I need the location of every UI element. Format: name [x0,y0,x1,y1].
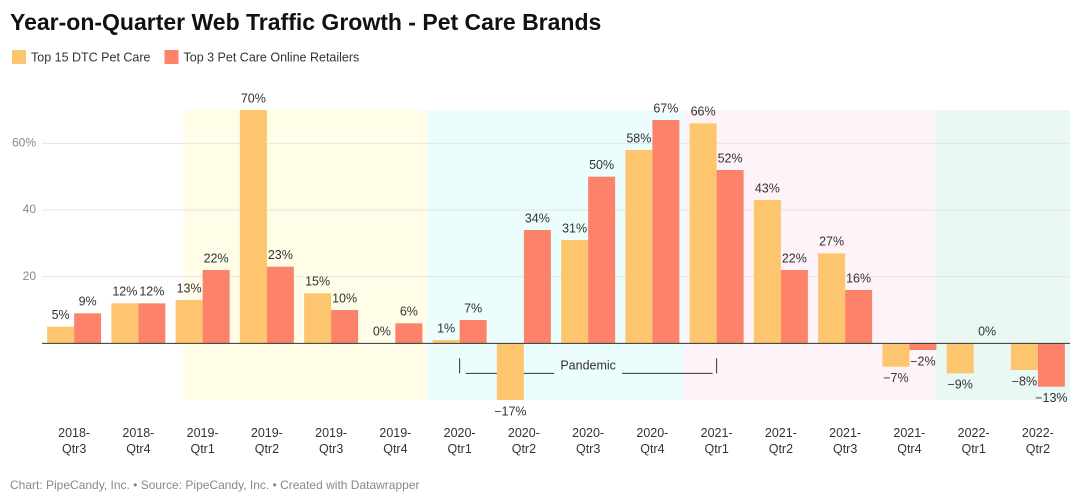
bar [395,323,423,344]
value-label: 15% [305,275,330,289]
x-tick-label: 2020-Qtr1 [444,426,476,456]
value-label: −2% [910,354,935,368]
bar [304,293,332,344]
bar [202,270,230,344]
value-label: 31% [562,221,587,235]
bar [561,240,589,344]
bar [1037,343,1065,387]
x-tick-label: 2019-Qtr1 [187,426,219,456]
bar [111,303,139,344]
value-label: −8% [1012,374,1037,388]
x-tick-label: 2021-Qtr4 [893,426,925,456]
value-label: 22% [204,251,229,265]
value-label: 6% [400,305,418,319]
legend-swatch [12,50,26,64]
bar [138,303,166,344]
x-tick-label: 2020-Qtr2 [508,426,540,456]
bar [780,270,808,344]
y-tick-label: 40 [23,202,37,216]
bar [459,320,487,344]
x-tick-label: 2021-Qtr3 [829,426,861,456]
value-label: 12% [139,285,164,299]
bar [818,253,846,344]
y-tick-label: 60% [12,136,36,150]
value-label: 27% [819,235,844,249]
bar [175,300,203,344]
bar [716,170,744,344]
value-label: 7% [464,301,482,315]
value-label: 23% [268,248,293,262]
bar [588,176,616,344]
x-tick-label: 2022-Qtr1 [958,426,990,456]
annotation: Pandemic [560,359,616,373]
value-label: 13% [177,281,202,295]
value-label: 12% [112,285,137,299]
bar [753,200,781,344]
bar [239,110,267,344]
value-label: 16% [846,271,871,285]
bar [74,313,102,344]
value-label: −9% [947,378,972,392]
chart-title: Year-on-Quarter Web Traffic Growth - Pet… [10,9,601,35]
bar [331,310,359,344]
value-label: 0% [978,325,996,339]
bar [496,343,524,400]
value-label: 67% [653,101,678,115]
bar [432,340,460,344]
x-tick-label: 2019-Qtr3 [315,426,347,456]
value-label: −13% [1035,391,1067,405]
bar [47,326,75,344]
bar [625,150,653,344]
bar [946,343,974,374]
y-tick-label: 20 [23,269,37,283]
bar [523,230,551,344]
legend-label: Top 3 Pet Care Online Retailers [184,50,360,64]
value-label: 43% [755,181,780,195]
value-label: 9% [79,295,97,309]
footer: Chart: PipeCandy, Inc. • Source: PipeCan… [10,478,420,492]
x-tick-label: 2020-Qtr4 [636,426,668,456]
x-tick-label: 2019-Qtr4 [379,426,411,456]
legend-label: Top 15 DTC Pet Care [31,50,151,64]
value-label: 52% [718,151,743,165]
value-label: 34% [525,211,550,225]
value-label: 5% [52,308,70,322]
x-tick-label: 2022-Qtr2 [1022,426,1054,456]
band-2019 [183,110,427,400]
value-label: 58% [626,131,651,145]
bar [882,343,910,367]
legend-swatch [164,50,179,64]
value-label: 66% [691,105,716,119]
bar [266,266,294,344]
value-label: −17% [494,404,526,418]
x-tick-label: 2021-Qtr1 [701,426,733,456]
value-label: 1% [437,321,455,335]
x-tick-label: 2019-Qtr2 [251,426,283,456]
value-label: 10% [332,291,357,305]
x-tick-label: 2021-Qtr2 [765,426,797,456]
x-tick-label: 2018-Qtr4 [122,426,154,456]
value-label: 0% [373,325,391,339]
bar [1010,343,1038,370]
value-label: 70% [241,91,266,105]
bar [909,343,937,350]
x-tick-label: 2020-Qtr3 [572,426,604,456]
bar [652,120,680,344]
bar [845,290,873,344]
value-label: 50% [589,158,614,172]
bar [689,123,717,344]
value-label: 22% [782,251,807,265]
x-tick-label: 2018-Qtr3 [58,426,90,456]
value-label: −7% [883,371,908,385]
